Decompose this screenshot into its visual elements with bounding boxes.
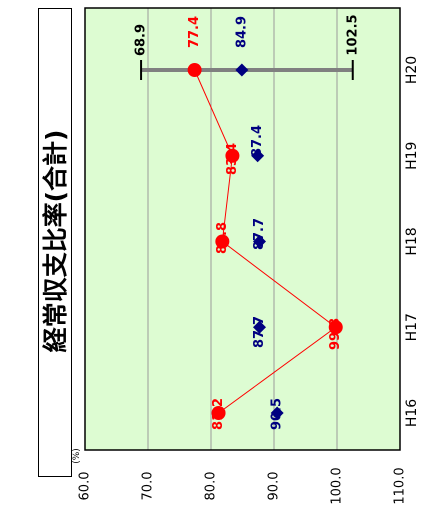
value-tick-label: 70.0 xyxy=(141,472,156,501)
series-point xyxy=(215,234,230,249)
data-label: 84.9 xyxy=(234,16,249,48)
category-label: H19 xyxy=(404,142,420,170)
range-min-label: 68.9 xyxy=(134,24,149,56)
value-tick-label: 110.0 xyxy=(393,467,408,504)
series-point xyxy=(328,320,343,335)
series-point xyxy=(251,149,265,163)
data-label: 87.7 xyxy=(252,218,267,250)
data-label: 77.4 xyxy=(187,16,202,48)
data-label: 83.4 xyxy=(225,143,240,175)
value-tick-label: 100.0 xyxy=(330,467,345,504)
value-tick-label: 60.0 xyxy=(78,472,93,501)
data-label: 81.8 xyxy=(215,222,230,254)
data-label: 90.5 xyxy=(270,398,285,430)
series-point xyxy=(211,406,226,420)
category-label: H16 xyxy=(404,399,420,427)
chart-title-box xyxy=(38,8,72,477)
category-label: H17 xyxy=(404,313,420,341)
category-label: H18 xyxy=(404,227,420,255)
range-max-label: 102.5 xyxy=(345,14,360,55)
data-label: 81.2 xyxy=(211,398,226,430)
plot-area xyxy=(85,8,400,450)
series-point xyxy=(187,63,202,77)
plot-border xyxy=(84,7,401,451)
value-tick-label: 80.0 xyxy=(204,472,219,501)
unit-label: (%) xyxy=(72,448,82,464)
value-tick-label: 90.0 xyxy=(267,472,282,501)
data-label: 87.7 xyxy=(252,316,267,348)
category-label: H20 xyxy=(404,56,420,84)
data-label: 99.8 xyxy=(328,318,343,350)
series-point xyxy=(253,320,267,334)
series-point xyxy=(235,63,249,77)
series-point xyxy=(253,235,267,248)
data-label: 87.4 xyxy=(250,125,265,157)
series-point xyxy=(225,148,240,163)
series-point xyxy=(270,406,284,420)
